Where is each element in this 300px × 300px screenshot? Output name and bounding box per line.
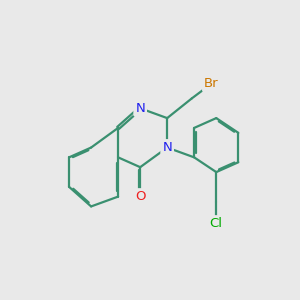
Text: Cl: Cl — [210, 217, 223, 230]
Text: O: O — [135, 190, 146, 203]
Text: N: N — [135, 102, 145, 115]
Text: Br: Br — [204, 77, 219, 90]
Text: N: N — [162, 141, 172, 154]
